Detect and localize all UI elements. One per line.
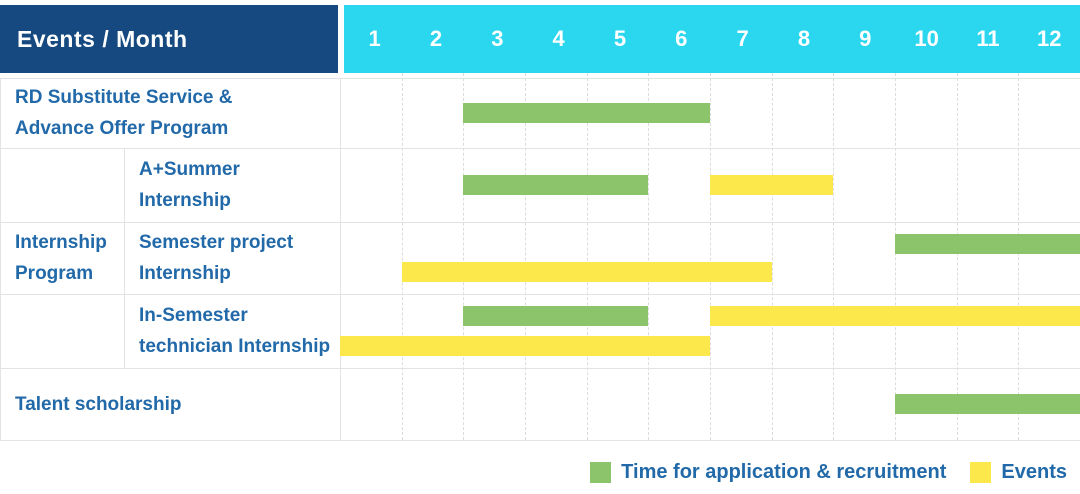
month-label: 4 (552, 26, 565, 51)
month-label: 2 (429, 26, 443, 51)
column-divider (340, 78, 341, 440)
month-label: 8 (797, 26, 811, 51)
event-bar (340, 336, 710, 356)
chart-row-in-semester (340, 294, 1080, 368)
event-bar (710, 175, 834, 195)
table-left-border (0, 78, 1, 440)
chart-row-rd-substitute (340, 78, 1080, 148)
events-swatch-icon (970, 461, 992, 483)
row-divider (0, 294, 1080, 295)
month-label: 7 (736, 26, 749, 51)
event-bar (710, 306, 1080, 326)
recruitment-bar (895, 394, 1080, 414)
month-label: 3 (491, 26, 504, 51)
row-label-rd-substitute: RD Substitute Service & Advance Offer Pr… (15, 87, 233, 139)
recruitment-bar (895, 234, 1080, 254)
legend-item-recruitment: Time for application & recruitment (590, 461, 946, 484)
month-label: 12 (1037, 26, 1062, 51)
column-divider (124, 148, 125, 368)
row-label-in-semester: In-Semester technician Internship (139, 305, 331, 357)
chart-row-semester-project (340, 222, 1080, 294)
recruitment-bar (463, 175, 649, 195)
month-label: 6 (675, 26, 688, 51)
row-divider (0, 368, 1080, 369)
header-title-cell: Events / Month (0, 5, 338, 73)
legend-label-events: Events (1001, 460, 1067, 483)
legend-label-recruitment: Time for application & recruitment (621, 460, 947, 483)
month-label: 11 (976, 26, 1000, 51)
chart-row-a-plus-summer (340, 148, 1080, 222)
group-label-internship-program: Internship Program (15, 232, 107, 284)
month-label: 9 (859, 26, 872, 51)
row-label-semester-project: Semester project Internship (139, 232, 294, 284)
row-divider (0, 78, 1080, 79)
month-label: 10 (914, 26, 939, 51)
row-divider (0, 148, 1080, 149)
chart-row-talent-scholarship (340, 368, 1080, 440)
row-label-a-plus-summer: A+Summer Internship (139, 159, 240, 211)
event-bar (401, 262, 772, 282)
month-label: 5 (613, 26, 627, 51)
row-label-talent-scholarship: Talent scholarship (15, 393, 182, 415)
legend-item-events: Events (970, 461, 1067, 484)
recruitment-bar (463, 103, 710, 123)
recruitment-bar (463, 306, 649, 326)
recruitment-swatch-icon (590, 461, 612, 483)
row-divider (0, 222, 1080, 223)
month-label: 1 (368, 26, 381, 51)
header-months-row: 1 2 3 4 5 6 7 8 9 10 11 12 (344, 5, 1080, 73)
header-title: Events / Month (17, 25, 188, 52)
legend: Time for application & recruitment Event… (590, 456, 1067, 488)
table-bottom-border (0, 440, 1080, 441)
